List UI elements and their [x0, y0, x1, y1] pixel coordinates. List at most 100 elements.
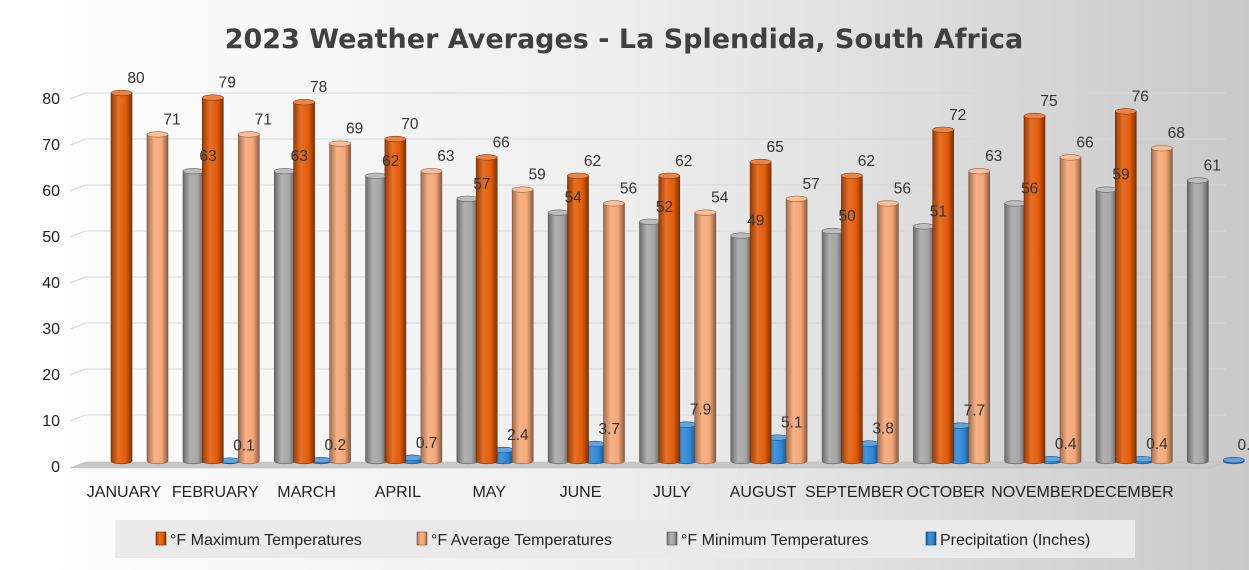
legend-swatch [925, 531, 937, 546]
data-label-precipitation-inches-september: 7.7 [964, 403, 986, 420]
data-label-f-maximum-temperatures-december: 76 [1132, 88, 1149, 105]
legend: °F Maximum Temperatures °F Average Temper… [155, 531, 1090, 549]
y-tick-label: 20 [42, 367, 60, 384]
data-label-f-maximum-temperatures-may: 66 [493, 134, 510, 151]
bar-f-minimum-temperatures-may [547, 209, 570, 465]
bars [110, 89, 1245, 465]
bar-f-average-temperatures-december [1151, 145, 1173, 465]
legend-swatch [416, 531, 428, 546]
data-label-precipitation-inches-june: 7.9 [690, 402, 712, 419]
data-label-f-maximum-temperatures-july: 62 [675, 153, 692, 170]
bar-precipitation-inches-december [1223, 456, 1245, 465]
x-category-may: MAY [472, 484, 506, 501]
data-label-f-average-temperatures-november: 66 [1076, 134, 1093, 151]
data-label-f-minimum-temperatures-march: 62 [382, 153, 399, 170]
bar-f-average-temperatures-october [968, 168, 991, 465]
gridline-depth [69, 138, 87, 146]
data-label-f-average-temperatures-april: 63 [437, 148, 454, 165]
data-label-f-minimum-temperatures-october: 56 [1021, 180, 1038, 197]
data-label-f-maximum-temperatures-september: 62 [858, 153, 875, 170]
data-label-f-minimum-temperatures-june: 52 [656, 199, 673, 216]
gridline-depth [69, 368, 87, 376]
data-label-f-maximum-temperatures-november: 75 [1040, 93, 1057, 110]
gridline-depth [69, 92, 87, 100]
gridline-depth [69, 276, 87, 284]
data-label-f-maximum-temperatures-june: 62 [584, 153, 601, 170]
data-label-f-average-temperatures-june: 56 [620, 180, 637, 197]
data-label-f-minimum-temperatures-september: 51 [930, 203, 947, 220]
data-label-f-average-temperatures-february: 71 [255, 111, 272, 128]
data-label-precipitation-inches-february: 0.2 [325, 437, 347, 454]
data-label-precipitation-inches-november: 0.4 [1146, 436, 1168, 453]
bar-f-average-temperatures-january [146, 131, 169, 465]
y-tick-label: 50 [42, 229, 60, 246]
legend-item-f-maximum-temperatures: °F Maximum Temperatures [155, 531, 362, 549]
chart-title: 2023 Weather Averages - La Splendida, So… [225, 24, 1024, 55]
bar-f-maximum-temperatures-august [749, 158, 772, 465]
data-label-f-minimum-temperatures-july: 49 [747, 213, 764, 230]
bar-f-minimum-temperatures-october [1004, 200, 1027, 465]
data-label-f-minimum-temperatures-november: 59 [1112, 167, 1129, 184]
bar-f-minimum-temperatures-december [1187, 177, 1209, 465]
data-label-f-average-temperatures-october: 63 [985, 148, 1002, 165]
data-label-f-maximum-temperatures-april: 70 [401, 116, 419, 133]
data-label-f-average-temperatures-january: 71 [163, 111, 180, 128]
legend-swatch [155, 531, 167, 546]
data-labels: 80 71 63 0.1 79 71 63 0.2 78 69 62 0.7 70 63 57 2.4 66 59… [127, 70, 1249, 455]
bar-f-average-temperatures-april [420, 168, 443, 465]
data-label-precipitation-inches-july: 5.1 [781, 415, 803, 432]
y-tick-label: 10 [42, 413, 60, 430]
bar-precipitation-inches-may [583, 440, 606, 465]
data-label-precipitation-inches-october: 0.4 [1055, 436, 1077, 453]
bar-f-average-temperatures-may [511, 186, 534, 465]
data-label-f-minimum-temperatures-january: 63 [199, 148, 216, 165]
bar-precipitation-inches-june [675, 421, 697, 465]
data-label-f-average-temperatures-march: 69 [346, 121, 363, 138]
data-label-f-maximum-temperatures-march: 78 [310, 79, 327, 96]
bar-f-minimum-temperatures-february [273, 168, 296, 465]
data-label-precipitation-inches-december: 0.2 [1238, 437, 1249, 454]
bar-f-minimum-temperatures-january [182, 168, 205, 465]
data-label-f-minimum-temperatures-april: 57 [473, 176, 490, 193]
bar-f-minimum-temperatures-september [913, 223, 935, 465]
gridline-depth [69, 322, 87, 330]
bar-f-minimum-temperatures-march [365, 172, 387, 465]
bar-f-maximum-temperatures-january [110, 89, 133, 465]
bar-f-minimum-temperatures-july [730, 232, 753, 465]
bar-f-average-temperatures-march [329, 140, 351, 465]
bar-f-maximum-temperatures-july [658, 172, 681, 465]
y-tick-label: 40 [42, 275, 60, 292]
x-category-november: NOVEMBER [991, 484, 1083, 501]
bar-f-maximum-temperatures-april [384, 135, 407, 465]
data-label-f-minimum-temperatures-may: 54 [565, 190, 583, 207]
x-category-january: JANUARY [87, 484, 162, 501]
x-category-october: OCTOBER [906, 484, 985, 501]
legend-label: °F Minimum Temperatures [681, 532, 868, 549]
data-label-f-average-temperatures-august: 57 [802, 176, 819, 193]
x-category-march: MARCH [277, 484, 336, 501]
bar-f-minimum-temperatures-june [639, 218, 661, 465]
legend-item-precipitation-inches: Precipitation (Inches) [925, 531, 1090, 549]
data-label-precipitation-inches-april: 2.4 [507, 427, 529, 444]
bar-f-average-temperatures-september [877, 200, 899, 465]
data-label-precipitation-inches-january: 0.1 [233, 438, 255, 455]
legend-box [115, 520, 1135, 558]
x-axis-categories: JANUARY FEBRUARY MARCH APRIL MAY JUNE JULY AUGU… [87, 484, 1174, 501]
bar-f-minimum-temperatures-august [821, 227, 844, 465]
legend-item-f-minimum-temperatures: °F Minimum Temperatures [666, 531, 868, 549]
data-label-f-maximum-temperatures-august: 65 [766, 139, 783, 156]
legend-label: °F Average Temperatures [431, 532, 612, 549]
bar-f-maximum-temperatures-february [202, 94, 224, 465]
data-label-f-average-temperatures-december: 68 [1168, 125, 1185, 142]
x-category-december: DECEMBER [1083, 484, 1174, 501]
bar-f-maximum-temperatures-december [1115, 108, 1137, 465]
x-category-february: FEBRUARY [172, 484, 259, 501]
y-tick-label: 60 [42, 183, 60, 200]
legend-label: Precipitation (Inches) [940, 532, 1090, 549]
bar-f-maximum-temperatures-september [841, 172, 863, 465]
x-category-september: SEPTEMBER [805, 484, 904, 501]
data-label-f-average-temperatures-september: 56 [894, 180, 911, 197]
data-label-f-maximum-temperatures-february: 79 [219, 75, 236, 92]
